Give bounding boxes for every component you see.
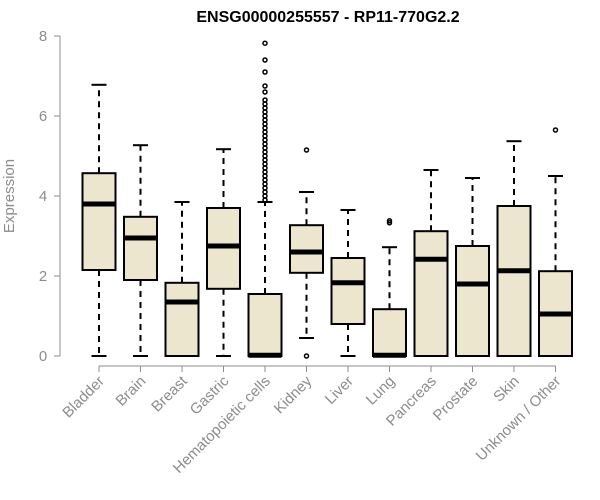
- x-tick-label: Bladder: [59, 373, 108, 422]
- y-axis-label: Expression: [1, 159, 18, 233]
- outlier-point: [262, 40, 268, 46]
- box: [455, 245, 490, 357]
- box: [413, 230, 449, 357]
- box-group: [289, 147, 324, 359]
- x-tick-label: Brain: [113, 373, 150, 410]
- box-group: [206, 148, 241, 357]
- box-group: [330, 209, 366, 357]
- box: [247, 293, 283, 357]
- chart-title: ENSG00000255557 - RP11-770G2.2: [196, 9, 459, 26]
- x-tick-label: Liver: [322, 373, 357, 408]
- box: [123, 215, 158, 282]
- box: [81, 172, 117, 271]
- y-axis: 0 2 4 6 8: [39, 28, 61, 365]
- box: [496, 205, 532, 357]
- box-group: [413, 169, 449, 357]
- x-tick-label: Breast: [148, 372, 191, 415]
- box-group: [123, 144, 158, 357]
- x-tick-label: Kidney: [271, 372, 316, 417]
- outlier-point: [262, 97, 268, 103]
- outlier-point: [386, 220, 393, 226]
- y-tick-label: 6: [39, 108, 47, 125]
- box-group: [455, 177, 490, 357]
- x-tick-label: Skin: [490, 373, 523, 406]
- box: [164, 281, 200, 357]
- y-tick-label: 0: [39, 348, 47, 365]
- outlier-point: [262, 69, 268, 75]
- box-group: [538, 127, 573, 358]
- y-tick-label: 4: [39, 188, 47, 205]
- x-tick-label: Lung: [363, 373, 399, 409]
- plot-area: [81, 40, 573, 359]
- box: [372, 308, 407, 358]
- box-group: [81, 83, 117, 357]
- y-tick-label: 8: [39, 28, 47, 45]
- y-tick-label: 2: [39, 268, 47, 285]
- outlier-point: [552, 127, 559, 133]
- outlier-point: [262, 89, 268, 95]
- box-group: [496, 140, 532, 357]
- box-group: [372, 218, 407, 358]
- outlier-point: [262, 83, 268, 89]
- box-group: [164, 201, 200, 357]
- box: [330, 257, 366, 325]
- x-tick-label: Prostate: [430, 373, 482, 425]
- box-group: [247, 40, 283, 358]
- outlier-point: [386, 218, 393, 224]
- outlier-point: [303, 147, 310, 153]
- outlier-point: [262, 57, 268, 63]
- outlier-point: [303, 353, 310, 359]
- box: [289, 224, 324, 274]
